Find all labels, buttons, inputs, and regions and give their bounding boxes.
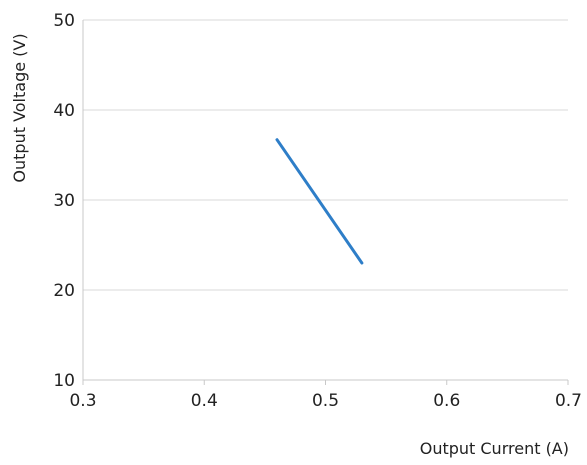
series-line (275, 138, 364, 265)
y-axis-title: Output Voltage (V) (10, 33, 29, 182)
x-tick-label: 0.6 (433, 391, 460, 411)
y-tick-label: 10 (53, 371, 75, 391)
x-tick-labels: 0.3 0.4 0.5 0.6 0.7 (69, 391, 582, 411)
y-tick-label: 40 (53, 101, 75, 121)
y-tick-label: 30 (53, 191, 75, 211)
x-tick-label: 0.4 (191, 391, 218, 411)
y-tick-label: 50 (53, 11, 75, 31)
axes (82, 20, 569, 385)
y-tick-label: 20 (53, 281, 75, 301)
x-tick-label: 0.7 (555, 391, 582, 411)
gridlines (83, 19, 568, 291)
y-tick-labels: 10 20 30 40 50 (53, 11, 75, 391)
series-group (275, 138, 364, 265)
x-axis-title: Output Current (A) (420, 439, 569, 458)
x-tick-label: 0.5 (312, 391, 339, 411)
x-tick-label: 0.3 (69, 391, 96, 411)
